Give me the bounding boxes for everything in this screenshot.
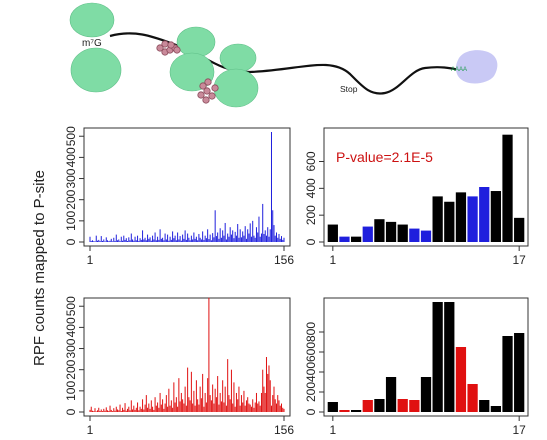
y-tick-label: 0 — [304, 408, 318, 415]
peptide-bead — [167, 41, 175, 49]
y-tick-label: 200 — [64, 189, 78, 209]
x-tick-label: 1 — [329, 423, 336, 437]
bin-bar — [490, 406, 502, 412]
bin-bar — [362, 226, 373, 242]
y-tick-label: 500 — [64, 126, 78, 146]
y-tick-label: 400 — [64, 147, 78, 167]
plot-frame — [323, 297, 529, 417]
peptide-bead — [197, 91, 205, 99]
peptide-bead — [202, 96, 210, 104]
peptide-bead — [208, 92, 216, 100]
small-subunit-1 — [69, 2, 115, 38]
nascent-peptide-1 — [156, 40, 181, 56]
pabp-protein — [455, 50, 498, 84]
bin-bar — [514, 217, 525, 242]
y-tick-label: 100 — [64, 381, 78, 401]
bin-bar — [514, 333, 525, 412]
peptide-bead — [173, 46, 181, 54]
bin-bar — [327, 402, 338, 412]
peptide-bead — [161, 40, 169, 48]
x-tick-label: 1 — [329, 253, 336, 267]
bin-bar — [455, 192, 467, 242]
shared-y-axis-label: RPF counts mapped to P-site — [31, 170, 48, 366]
bin-bar — [420, 230, 432, 242]
large-subunit-2 — [169, 52, 215, 92]
bin-bar — [327, 224, 338, 242]
y-tick-label: 200 — [64, 359, 78, 379]
bin-bar — [432, 302, 443, 412]
y-tick-label: 0 — [64, 238, 78, 245]
y-tick-label: 600 — [304, 342, 318, 362]
bin-bar — [409, 400, 420, 412]
bin-bar — [479, 400, 490, 412]
large-subunit-3 — [213, 68, 259, 108]
peptide-bead — [211, 84, 219, 92]
bin-bar — [444, 201, 455, 242]
bin-bar — [385, 377, 397, 412]
bin-bar — [350, 236, 362, 242]
bin-bar — [339, 410, 350, 412]
y-tick-label: 400 — [304, 362, 318, 382]
bin-bar — [409, 228, 420, 242]
x-tick-label: 1 — [87, 253, 94, 267]
small-subunit-2 — [176, 26, 216, 58]
peptide-bead — [156, 44, 164, 52]
y-tick-label: 400 — [304, 178, 318, 198]
y-tick-label: 300 — [64, 168, 78, 188]
cap-label: m⁷G — [82, 38, 102, 49]
y-tick-label: 600 — [304, 151, 318, 171]
bin-bar — [432, 196, 443, 242]
chart-panel-top-right: 0 200 400 600 1 17 — [304, 127, 529, 267]
small-subunit-3 — [219, 43, 257, 73]
stop-label: Stop — [340, 84, 358, 94]
bin-bar — [455, 347, 467, 412]
y-tick-label: 200 — [304, 382, 318, 402]
x-tick-label: 17 — [512, 253, 526, 267]
bin-bar — [420, 377, 432, 412]
y-tick-label: 0 — [304, 238, 318, 245]
peptide-bead — [204, 78, 212, 86]
y-tick-label: 800 — [304, 322, 318, 342]
bin-bar — [467, 384, 478, 412]
y-tick-label: 400 — [64, 317, 78, 337]
polya-label: AAAA — [451, 67, 467, 73]
plot-frame — [83, 127, 291, 247]
nascent-peptide-2 — [197, 78, 219, 104]
bin-bar — [374, 219, 385, 242]
bin-bar — [467, 196, 478, 242]
bin-bar — [374, 399, 385, 412]
bin-bar — [502, 336, 513, 412]
x-tick-label: 1 — [87, 423, 94, 437]
large-subunit-1 — [70, 47, 122, 93]
bin-bar — [397, 399, 408, 412]
bin-bar — [385, 221, 397, 242]
y-tick-label: 100 — [64, 211, 78, 231]
y-tick-label: 0 — [64, 408, 78, 415]
bin-bar — [339, 236, 350, 242]
plot-frame — [323, 127, 529, 247]
x-tick-label: 156 — [274, 423, 294, 437]
peptide-bead — [199, 82, 207, 90]
bin-bar — [444, 302, 455, 412]
y-tick-label: 500 — [64, 296, 78, 316]
bin-bar — [362, 400, 373, 412]
peptide-bead — [203, 87, 211, 95]
bin-bar — [490, 191, 502, 242]
p-value-annotation: P-value=2.1E-5 — [336, 149, 433, 165]
bin-bar — [350, 410, 362, 412]
x-tick-label: 156 — [274, 253, 294, 267]
bin-bar — [397, 224, 408, 242]
x-tick-label: 17 — [512, 423, 526, 437]
bin-bar — [502, 134, 513, 242]
y-tick-label: 200 — [304, 205, 318, 225]
ribosome-diagram: m⁷G Stop AAAA — [69, 2, 498, 108]
bin-bar — [479, 187, 490, 242]
y-tick-label: 300 — [64, 338, 78, 358]
plot-frame — [83, 297, 291, 417]
